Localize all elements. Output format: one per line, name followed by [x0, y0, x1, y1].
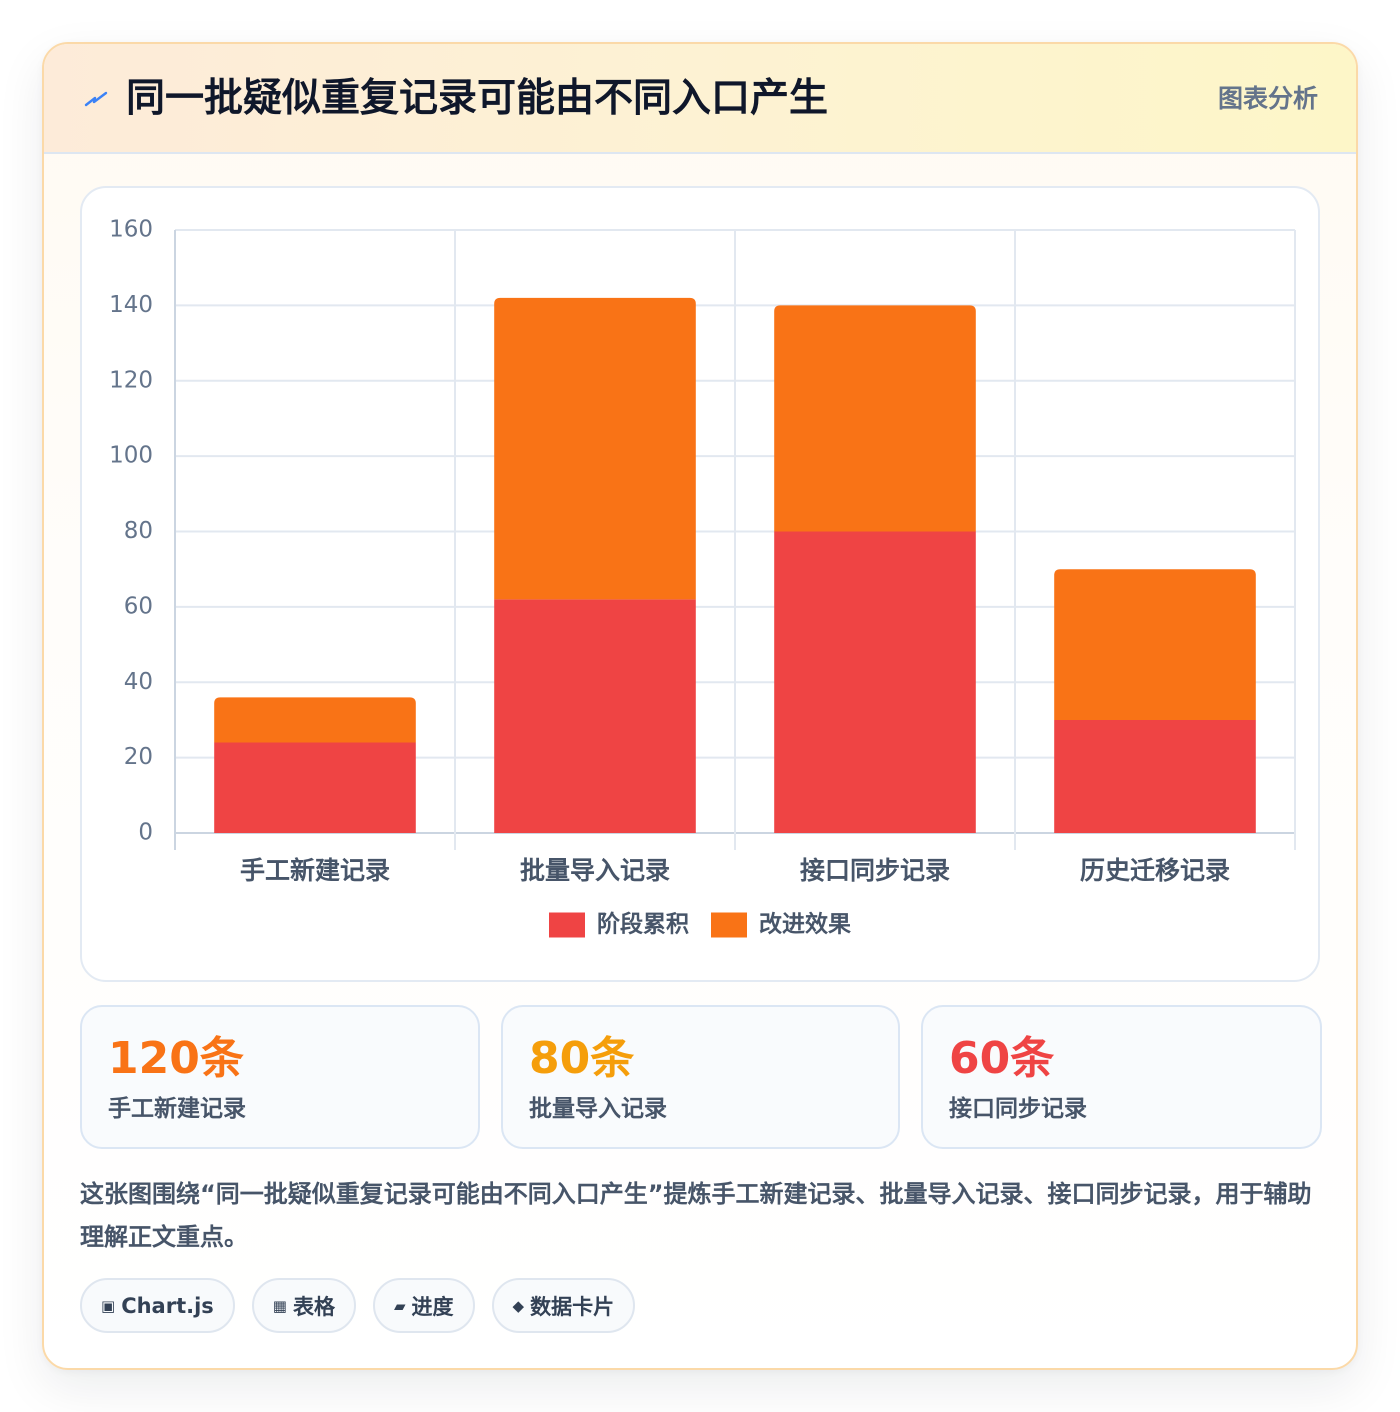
chart-description: 这张图围绕“同一批疑似重复记录可能由不同入口产生”提炼手工新建记录、批量导入记录…: [80, 1180, 1312, 1251]
y-tick-label: 100: [109, 443, 153, 469]
diamond-icon: ◆: [512, 1296, 525, 1315]
table-icon: ▦: [272, 1296, 287, 1315]
stat-value: 60条: [949, 1033, 1055, 1084]
stat-card: 80条 批量导入记录: [501, 1005, 900, 1149]
stat-card: 60条 接口同步记录: [921, 1005, 1322, 1149]
y-tick-label: 120: [109, 367, 153, 393]
legend-label: 阶段累积: [597, 911, 689, 938]
bar-series-0-category-1: [494, 599, 696, 833]
y-tick-label: 40: [124, 669, 153, 695]
legend-swatch: [711, 912, 747, 938]
x-category-label: 接口同步记录: [800, 856, 950, 885]
stat-value: 80条: [529, 1033, 635, 1084]
legend-label: 改进效果: [759, 911, 851, 938]
bar-series-1-category-2: [774, 305, 976, 532]
progress-icon: ▰: [393, 1296, 406, 1315]
chart-card: 同一批疑似重复记录可能由不同入口产生 图表分析 0 20 40 60 80 100 120 1…: [42, 42, 1358, 1370]
card-header: 同一批疑似重复记录可能由不同入口产生 图表分析: [44, 44, 1356, 154]
bar-series-0-category-0: [214, 742, 416, 833]
bar-series-1-category-3: [1054, 569, 1256, 720]
y-tick-label: 0: [138, 820, 153, 846]
stat-card: 120条 手工新建记录: [80, 1005, 480, 1149]
bar-series-1-category-0: [214, 697, 416, 743]
tag-list: ▣ Chart.js ▦ 表格 ▰ 进度 ◆ 数据卡片: [80, 1278, 636, 1333]
bar-series-0-category-3: [1054, 719, 1256, 833]
tag-data-card[interactable]: ◆ 数据卡片: [491, 1278, 636, 1333]
chart-icon: ▣: [101, 1296, 116, 1315]
chart-container: 0 20 40 60 80 100 120 140 160 手工新建记录 批量导入记录 接口同步记录 历…: [80, 186, 1320, 982]
lightning-icon: [84, 91, 108, 107]
y-tick-label: 160: [109, 217, 153, 243]
y-tick-label: 60: [124, 593, 153, 619]
x-category-label: 批量导入记录: [520, 856, 670, 885]
y-tick-label: 20: [124, 744, 153, 770]
stat-label: 手工新建记录: [108, 1096, 246, 1122]
tag-progress[interactable]: ▰ 进度: [372, 1278, 475, 1333]
stacked-bar-chart: 0 20 40 60 80 100 120 140 160 手工新建记录 批量导入记录 接口同步记录 历…: [109, 217, 1296, 938]
stat-label: 批量导入记录: [529, 1096, 667, 1122]
tag-chartjs[interactable]: ▣ Chart.js: [80, 1278, 235, 1333]
x-category-label: 历史迁移记录: [1080, 856, 1230, 885]
stat-label: 接口同步记录: [949, 1096, 1087, 1122]
tag-label: Chart.js: [121, 1293, 214, 1318]
y-tick-label: 140: [109, 292, 153, 318]
tag-label: 进度: [411, 1294, 454, 1319]
bar-series-1-category-1: [494, 297, 696, 600]
y-tick-label: 80: [124, 518, 153, 544]
tag-label: 表格: [292, 1294, 335, 1319]
bar-series-0-category-2: [774, 531, 976, 833]
stat-value: 120条: [108, 1033, 244, 1084]
page-title: 同一批疑似重复记录可能由不同入口产生: [126, 76, 829, 121]
x-category-label: 手工新建记录: [240, 856, 390, 885]
tag-label: 数据卡片: [530, 1294, 615, 1319]
chart-analysis-badge: 图表分析: [1217, 84, 1318, 113]
tag-table[interactable]: ▦ 表格: [251, 1278, 356, 1333]
legend-swatch: [549, 912, 585, 938]
